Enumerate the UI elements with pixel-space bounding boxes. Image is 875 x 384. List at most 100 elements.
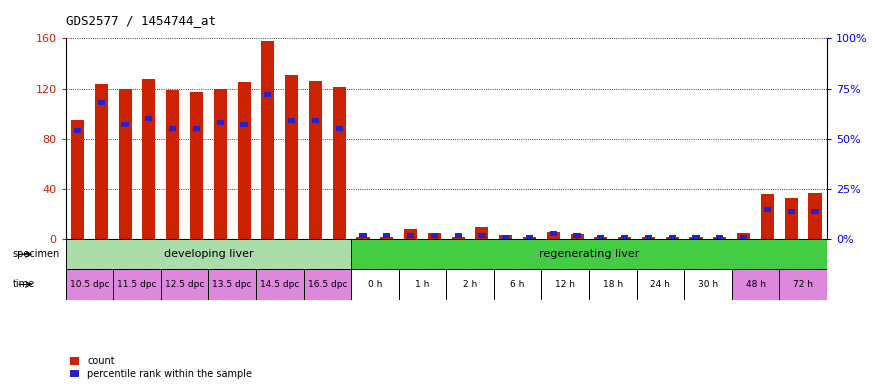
Bar [684,270,732,300]
Bar [74,128,81,133]
Bar [621,235,628,240]
Bar [404,229,417,239]
Bar [351,239,827,270]
Bar [732,270,780,300]
Bar [589,270,637,300]
Text: specimen: specimen [12,249,60,259]
Text: 0 h: 0 h [368,280,382,289]
Bar [98,100,105,105]
Bar [761,194,774,239]
Bar [309,81,322,239]
Bar [192,126,200,131]
Bar [169,126,176,131]
Text: 14.5 dpc: 14.5 dpc [260,280,299,289]
Bar [336,126,343,131]
Bar [780,270,827,300]
Bar [594,237,607,239]
Bar [740,235,747,240]
Bar [351,270,399,300]
Bar [122,122,129,127]
Text: time: time [12,280,34,290]
Bar [692,235,700,240]
Text: 6 h: 6 h [510,280,525,289]
Bar [381,237,394,239]
Bar [499,235,512,239]
Bar [542,270,589,300]
Bar [570,234,584,239]
Bar [256,270,304,300]
Bar [285,75,298,239]
Bar [788,209,794,214]
Bar [523,237,536,239]
Bar [399,270,446,300]
Bar [66,239,351,270]
Bar [217,120,224,125]
Bar [214,89,227,239]
Bar [526,235,533,240]
Bar [118,89,131,239]
Text: 24 h: 24 h [650,280,670,289]
Bar [332,88,346,239]
Text: 16.5 dpc: 16.5 dpc [307,280,347,289]
Bar [637,270,684,300]
Bar [737,233,750,239]
Text: 18 h: 18 h [603,280,623,289]
Bar [113,270,161,300]
Bar [190,93,203,239]
Bar [690,237,703,239]
Bar [713,237,726,239]
Text: 30 h: 30 h [698,280,718,289]
Bar [94,84,108,239]
Bar [808,193,822,239]
Bar [547,232,560,239]
Bar [550,231,556,236]
Bar [237,82,250,239]
Bar [264,92,271,97]
Bar [66,270,113,300]
Bar [288,118,295,123]
Bar [241,122,248,127]
Bar [598,235,605,240]
Text: 72 h: 72 h [793,280,813,289]
Text: regenerating liver: regenerating liver [539,249,639,259]
Bar [383,233,390,238]
Text: 12.5 dpc: 12.5 dpc [164,280,204,289]
Text: 12 h: 12 h [556,280,575,289]
Bar [785,198,798,239]
Bar [312,118,319,123]
Bar [145,116,152,121]
Bar [71,120,84,239]
Bar [356,237,369,239]
Bar [668,235,676,240]
Bar [446,270,493,300]
Text: 11.5 dpc: 11.5 dpc [117,280,157,289]
Text: 2 h: 2 h [463,280,477,289]
Text: GDS2577 / 1454744_at: GDS2577 / 1454744_at [66,14,215,27]
Bar [262,41,275,239]
Bar [161,270,208,300]
Bar [208,270,256,300]
Bar [407,233,414,238]
Bar [573,233,581,238]
Bar [143,79,156,239]
Legend: count, percentile rank within the sample: count, percentile rank within the sample [71,356,252,379]
Bar [764,207,771,212]
Bar [304,270,351,300]
Bar [360,233,367,238]
Text: 48 h: 48 h [746,280,766,289]
Bar [479,233,486,238]
Bar [493,270,542,300]
Text: 13.5 dpc: 13.5 dpc [213,280,252,289]
Bar [811,209,819,214]
Text: 1 h: 1 h [416,280,430,289]
Bar [618,237,631,239]
Text: 10.5 dpc: 10.5 dpc [70,280,109,289]
Bar [666,237,679,239]
Bar [454,233,462,238]
Bar [475,227,488,239]
Bar [502,235,509,240]
Bar [166,90,179,239]
Text: developing liver: developing liver [164,249,253,259]
Bar [717,235,724,240]
Bar [645,235,652,240]
